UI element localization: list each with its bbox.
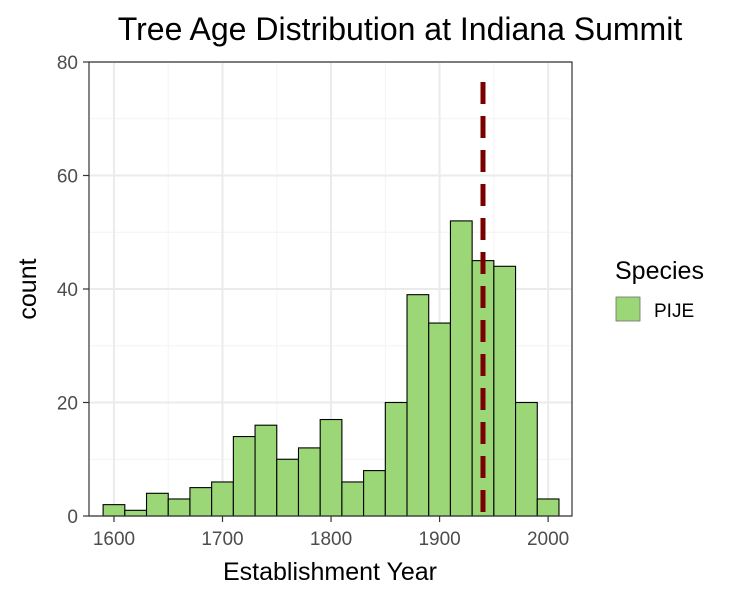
x-tick-label: 1700	[201, 529, 243, 550]
histogram-bar	[102, 504, 126, 517]
y-tick-label: 40	[57, 280, 78, 301]
y-tick-label: 20	[57, 394, 78, 415]
histogram-bar	[384, 401, 408, 517]
legend-title: Species	[615, 257, 704, 285]
histogram-bar	[211, 481, 234, 517]
y-tick-label: 80	[57, 53, 78, 74]
histogram-bar	[145, 492, 169, 517]
histogram-bar	[167, 498, 191, 517]
x-tick-label: 1900	[418, 529, 460, 550]
y-axis-ticks: 0 20 40 60 80	[57, 53, 89, 528]
x-axis-ticks: 1600 1700 1800 1900 2000	[93, 516, 569, 550]
x-tick-label: 1800	[310, 529, 352, 550]
histogram-bar	[189, 487, 213, 517]
y-tick-label: 60	[57, 167, 78, 188]
histogram-bar	[254, 424, 278, 517]
x-tick-label: 2000	[527, 529, 569, 550]
histogram-bar	[232, 435, 256, 517]
histogram-bar	[319, 418, 343, 517]
histogram-bar	[363, 470, 386, 517]
histogram-bar	[493, 265, 517, 517]
histogram-bar	[276, 458, 300, 517]
histogram-bar	[515, 401, 538, 517]
y-axis-title: count	[14, 258, 42, 319]
histogram-bar	[124, 509, 148, 517]
x-tick-label: 1600	[93, 529, 135, 550]
legend-label-pije: PIJE	[654, 301, 694, 322]
histogram-bar	[406, 294, 430, 517]
chart-title: Tree Age Distribution at Indiana Summit	[118, 11, 683, 47]
histogram-bar	[536, 498, 560, 517]
histogram-bar	[297, 447, 321, 517]
x-axis-title: Establishment Year	[223, 558, 437, 586]
legend: Species PIJE	[615, 257, 704, 322]
histogram-bar	[428, 322, 451, 517]
histogram-bar	[449, 220, 473, 517]
y-tick-label: 0	[67, 507, 78, 528]
histogram-bar	[341, 481, 365, 517]
legend-swatch-pije	[615, 296, 641, 322]
